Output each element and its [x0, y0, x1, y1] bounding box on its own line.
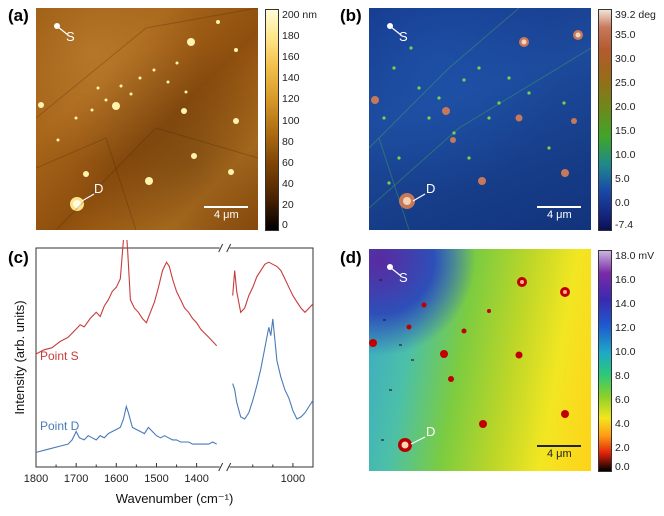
scale-bar-label: 4 μm — [214, 209, 239, 221]
axis-break-mark — [218, 462, 224, 472]
point-s-marker — [387, 23, 393, 29]
x-tick-label: 1600 — [104, 473, 128, 485]
x-tick-label: 1800 — [24, 473, 48, 485]
chart-lines — [35, 240, 314, 453]
chart-ticks: 1800 1700 1600 1500 1400 1000 — [24, 463, 314, 485]
colorbar-tick: 6.0 — [615, 394, 630, 406]
scale-bar-label: 4 μm — [547, 448, 572, 460]
colorbar-tick: 20.0 — [615, 101, 636, 113]
surface-potential-image: S D 4 μm — [369, 249, 591, 471]
colorbar-tick: 40 — [282, 178, 294, 190]
point-s-marker — [387, 264, 393, 270]
colorbar-tick: 0 — [282, 219, 288, 231]
phase-colorbar — [598, 9, 612, 231]
point-d-label: D — [426, 181, 436, 196]
point-leader-lines — [390, 26, 426, 202]
topography-particles — [36, 8, 258, 230]
colorbar-tick: 18.0 mV — [615, 250, 655, 262]
colorbar-tick: 10.0 — [615, 346, 636, 358]
axis-break-mark — [226, 243, 232, 253]
scale-bar — [537, 206, 581, 208]
chart-frame — [35, 243, 314, 472]
afm-topography-image: S D 4 μm — [36, 8, 258, 230]
phase-image: S D 4 μm — [369, 8, 591, 230]
colorbar-tick: 25.0 — [615, 77, 636, 89]
plot-frame — [35, 247, 314, 468]
potential-particles — [369, 277, 570, 452]
panel-c-label: (c) — [8, 248, 29, 267]
colorbar-tick: 0.0 — [615, 461, 630, 473]
height-colorbar — [265, 9, 279, 231]
series-line-point-s — [35, 240, 218, 355]
spectra-chart: 1800 1700 1600 1500 1400 1000 Point S Point D W… — [12, 240, 314, 506]
x-axis-label: Wavenumber (cm⁻¹) — [116, 491, 234, 506]
point-leader-lines — [390, 267, 426, 445]
colorbar-tick: 0.0 — [615, 197, 630, 209]
axis-break-mark — [226, 462, 232, 472]
colorbar-tick: 20 — [282, 199, 294, 211]
colorbar-tick: 35.0 — [615, 29, 636, 41]
chart-labels: Point S Point D Wavenumber (cm⁻¹) Intensity… — [12, 300, 233, 506]
potential-colorbar — [598, 250, 612, 472]
colorbar-tick: 200 nm — [282, 9, 318, 21]
colorbar-tick: -7.4 — [615, 219, 634, 231]
y-axis-label: Intensity (arb. units) — [12, 300, 27, 414]
axis-break-mask-bottom — [219, 464, 230, 470]
colorbar-tick: 180 — [282, 30, 300, 42]
panel-b-label: (b) — [340, 6, 362, 25]
colorbar-tick: 80 — [282, 136, 294, 148]
axis-break-mark — [218, 243, 224, 253]
x-tick-label: 1400 — [184, 473, 208, 485]
colorbar-tick: 140 — [282, 72, 300, 84]
point-d-label: D — [94, 181, 104, 196]
x-tick-label: 1000 — [281, 473, 305, 485]
colorbar-tick: 15.0 — [615, 125, 636, 137]
point-s-label: S — [399, 29, 408, 44]
scale-bar — [537, 445, 581, 447]
colorbar-tick: 16.0 — [615, 274, 636, 286]
colorbar-tick: 12.0 — [615, 322, 636, 334]
colorbar-tick: 120 — [282, 93, 300, 105]
scale-bar-label: 4 μm — [547, 209, 572, 221]
colorbar-tick: 30.0 — [615, 53, 636, 65]
series-label-point-s: Point S — [40, 349, 79, 363]
x-tick-label: 1700 — [64, 473, 88, 485]
axis-break-mask-top — [219, 245, 230, 251]
point-s-label: S — [399, 270, 408, 285]
colorbar-tick: 5.0 — [615, 173, 630, 185]
panel-d-label: (d) — [340, 248, 362, 267]
series-line-point-d — [35, 404, 217, 453]
point-d-label: D — [426, 424, 436, 439]
point-s-label: S — [66, 29, 75, 44]
colorbar-tick: 60 — [282, 157, 294, 169]
colorbar-tick: 8.0 — [615, 370, 630, 382]
colorbar-tick: 2.0 — [615, 442, 630, 454]
series-label-point-d: Point D — [40, 419, 80, 433]
series-line-point-d — [232, 318, 314, 420]
point-leader-lines — [57, 26, 95, 202]
phase-particles — [369, 8, 591, 230]
colorbar-tick: 10.0 — [615, 149, 636, 161]
x-tick-label: 1500 — [144, 473, 168, 485]
panel-a-label: (a) — [8, 6, 29, 25]
colorbar-tick: 100 — [282, 115, 300, 127]
colorbar-tick: 39.2 deg — [615, 9, 656, 21]
scale-bar — [204, 206, 248, 208]
colorbar-tick: 14.0 — [615, 298, 636, 310]
series-line-point-s — [232, 261, 314, 314]
point-s-marker — [54, 23, 60, 29]
colorbar-tick: 160 — [282, 51, 300, 63]
colorbar-tick: 4.0 — [615, 418, 630, 430]
